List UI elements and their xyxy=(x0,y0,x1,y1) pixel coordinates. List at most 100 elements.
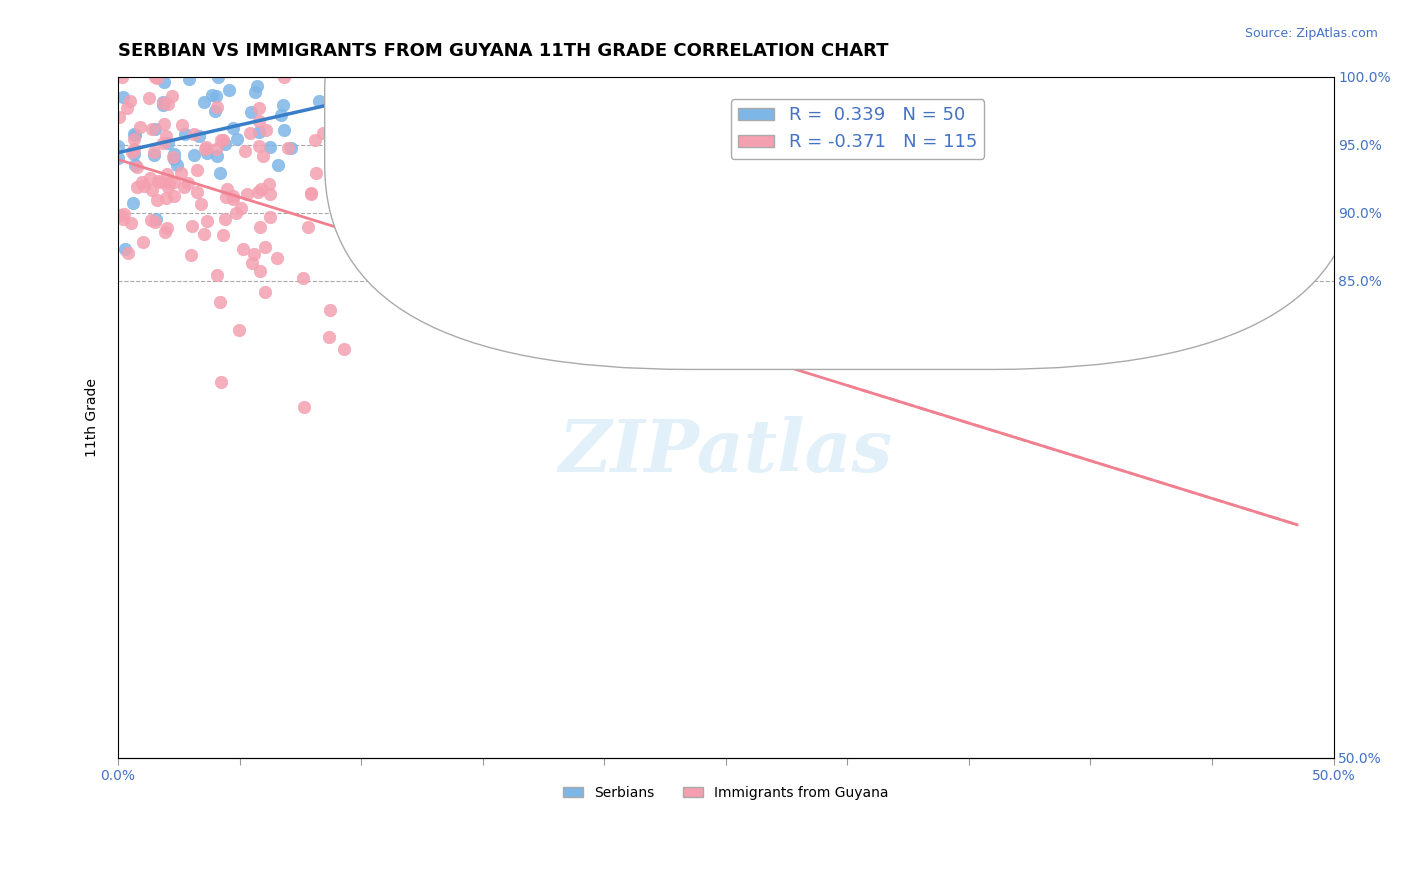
Point xyxy=(131,175,153,189)
Point xyxy=(364,70,387,84)
Point xyxy=(121,145,143,160)
Point xyxy=(125,180,148,194)
Point xyxy=(247,113,270,128)
Point xyxy=(179,72,201,87)
Point xyxy=(152,98,174,112)
Point xyxy=(249,182,271,196)
Point xyxy=(118,94,141,108)
Point xyxy=(270,108,292,122)
Point xyxy=(107,139,129,153)
Point xyxy=(157,136,180,150)
Point xyxy=(207,70,229,84)
Point xyxy=(204,104,226,119)
Point xyxy=(170,166,193,180)
Point xyxy=(292,271,315,285)
Point xyxy=(195,146,218,161)
Point xyxy=(186,186,208,200)
Point xyxy=(145,70,167,85)
Point xyxy=(120,216,142,230)
Point xyxy=(143,215,166,229)
Point xyxy=(139,171,162,186)
Point xyxy=(301,187,323,202)
Point xyxy=(155,191,177,205)
Point xyxy=(318,329,340,343)
Point xyxy=(152,95,174,109)
Point xyxy=(152,136,174,151)
Point xyxy=(117,246,139,260)
Point xyxy=(143,70,166,84)
Point xyxy=(218,83,240,97)
Point xyxy=(308,94,330,108)
Legend: Serbians, Immigrants from Guyana: Serbians, Immigrants from Guyana xyxy=(557,780,894,805)
Point xyxy=(215,181,238,195)
Point xyxy=(188,128,211,143)
Point xyxy=(141,122,163,136)
Point xyxy=(153,225,176,239)
Point xyxy=(163,152,186,166)
Point xyxy=(156,167,179,181)
Point xyxy=(204,142,226,156)
Point xyxy=(322,163,344,178)
Point xyxy=(138,91,160,105)
Point xyxy=(225,131,247,145)
Point xyxy=(117,101,139,115)
Point xyxy=(214,137,236,152)
Point xyxy=(156,180,179,194)
Point xyxy=(266,158,288,172)
Point xyxy=(131,235,153,249)
Point xyxy=(146,174,169,188)
Point xyxy=(371,124,394,138)
Point xyxy=(259,210,281,224)
Point xyxy=(108,208,131,222)
Point xyxy=(239,127,262,141)
Point xyxy=(141,183,163,197)
Point xyxy=(215,190,238,204)
Point xyxy=(129,120,152,134)
Point xyxy=(447,283,470,297)
Point xyxy=(186,163,208,178)
Point xyxy=(304,133,326,147)
Point xyxy=(194,142,217,156)
Point xyxy=(193,227,215,242)
Point xyxy=(339,170,361,185)
Point xyxy=(214,212,236,227)
Point xyxy=(111,89,134,103)
Point xyxy=(156,220,179,235)
Point xyxy=(280,141,302,155)
Point xyxy=(132,179,155,194)
Point xyxy=(319,302,342,317)
Point xyxy=(163,175,186,189)
Point xyxy=(183,127,205,141)
Point xyxy=(243,85,266,99)
Point xyxy=(156,96,179,111)
Point xyxy=(222,188,245,202)
Point xyxy=(174,127,197,141)
Point xyxy=(225,205,247,219)
Point xyxy=(222,120,245,135)
Point xyxy=(157,176,180,190)
Point xyxy=(152,75,174,89)
Point xyxy=(197,214,219,228)
Point xyxy=(160,89,183,103)
Point xyxy=(221,192,243,206)
Point xyxy=(163,146,186,161)
Point xyxy=(141,213,163,227)
Point xyxy=(193,95,215,109)
Point xyxy=(170,118,193,132)
Point xyxy=(180,248,202,262)
Point xyxy=(183,147,205,161)
Point xyxy=(232,242,254,256)
Text: Source: ZipAtlas.com: Source: ZipAtlas.com xyxy=(1244,27,1378,40)
Point xyxy=(163,189,186,203)
Point xyxy=(247,139,270,153)
Point xyxy=(273,122,295,136)
Point xyxy=(205,268,228,282)
Point xyxy=(253,240,276,254)
Y-axis label: 11th Grade: 11th Grade xyxy=(86,377,100,457)
Point xyxy=(254,285,277,299)
Point xyxy=(247,101,270,115)
Point xyxy=(240,104,263,119)
Point xyxy=(229,201,252,215)
Point xyxy=(112,207,135,221)
Point xyxy=(246,78,269,93)
